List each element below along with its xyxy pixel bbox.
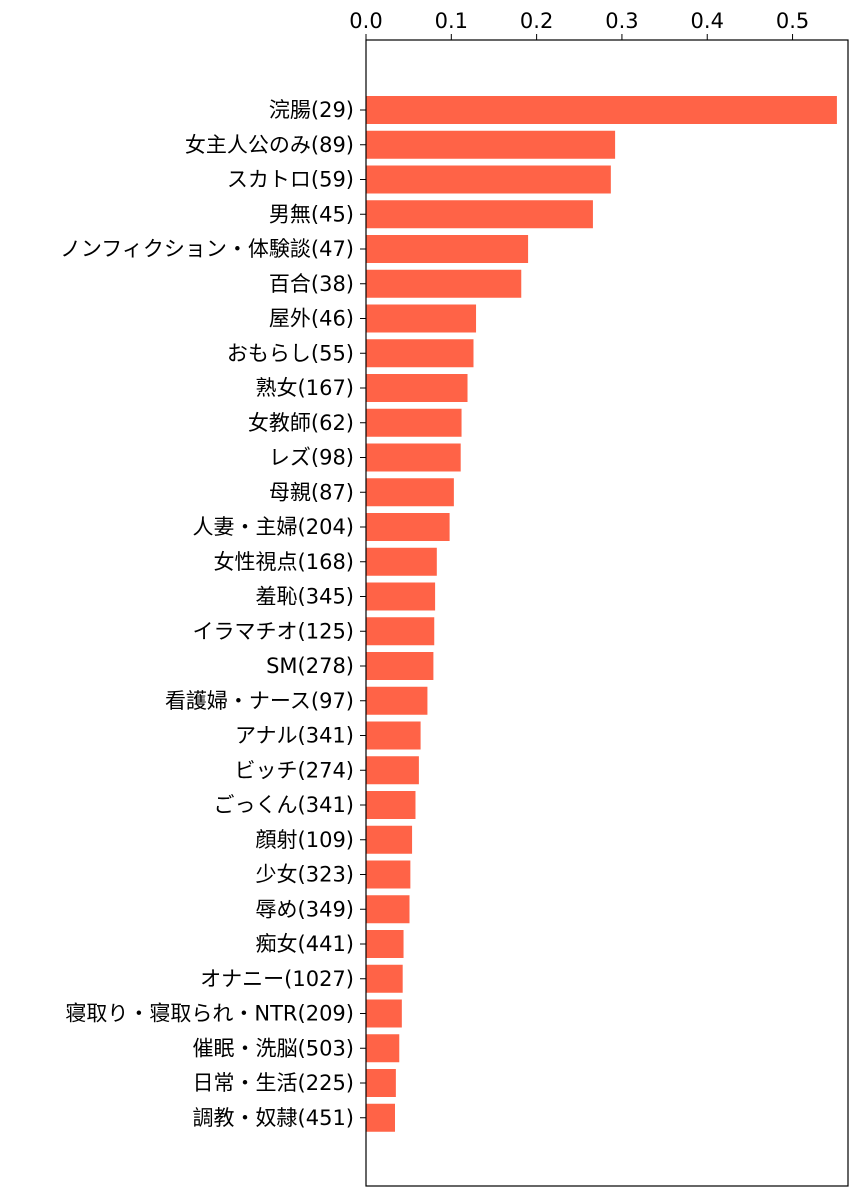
category-label: イラマチオ(125) xyxy=(193,619,354,643)
category-label: レズ(98) xyxy=(269,446,354,470)
category-label: ノンフィクション・体験談(47) xyxy=(60,237,354,261)
category-label: 女教師(62) xyxy=(248,411,354,435)
category-label: アナル(341) xyxy=(235,724,354,748)
category-label: SM(278) xyxy=(266,654,354,678)
bar xyxy=(366,547,437,576)
x-tick-label: 0.0 xyxy=(349,9,382,33)
category-label: 少女(323) xyxy=(256,863,354,887)
bar xyxy=(366,339,474,368)
x-tick-label: 0.3 xyxy=(605,9,638,33)
bar xyxy=(366,478,454,507)
category-label: スカトロ(59) xyxy=(227,168,354,192)
bar xyxy=(366,443,461,472)
category-label: 浣腸(29) xyxy=(269,98,354,122)
x-tick-label: 0.2 xyxy=(520,9,553,33)
bar xyxy=(366,999,402,1028)
category-label: 屋外(46) xyxy=(269,307,354,331)
category-label: 催眠・洗脳(503) xyxy=(193,1036,354,1060)
category-label: 母親(87) xyxy=(269,480,354,504)
bar xyxy=(366,1103,396,1132)
bar xyxy=(366,235,529,263)
category-label: ビッチ(274) xyxy=(235,758,354,782)
bars-group xyxy=(366,96,837,1132)
category-label: 痴女(441) xyxy=(256,932,354,956)
bar xyxy=(366,964,403,993)
bar xyxy=(366,1034,400,1063)
bar xyxy=(366,652,434,680)
category-label: 女性視点(168) xyxy=(214,550,354,574)
category-label: 辱め(349) xyxy=(256,897,354,921)
bar xyxy=(366,721,421,750)
category-label: 百合(38) xyxy=(269,272,354,296)
bar xyxy=(366,96,837,124)
bar xyxy=(366,582,436,611)
bar xyxy=(366,860,411,889)
category-label: 女主人公のみ(89) xyxy=(185,133,354,157)
category-label: 寝取り・寝取られ・NTR(209) xyxy=(65,1002,354,1026)
x-tick-label: 0.5 xyxy=(776,9,809,33)
bar xyxy=(366,756,419,785)
category-label: 調教・奴隷(451) xyxy=(193,1106,354,1130)
bar xyxy=(366,1069,396,1097)
category-label: 羞恥(345) xyxy=(256,585,354,609)
bar xyxy=(366,825,413,854)
category-label: ごっくん(341) xyxy=(214,793,354,817)
bar xyxy=(366,374,468,402)
category-label: オナニー(1027) xyxy=(200,967,354,991)
category-label: 顔射(109) xyxy=(256,828,354,852)
x-axis-ticks: 0.0 0.1 0.2 0.3 0.4 0.5 xyxy=(349,9,809,40)
bar xyxy=(366,165,611,194)
category-label: おもらし(55) xyxy=(227,341,354,365)
bar xyxy=(366,791,416,819)
bar xyxy=(366,513,450,541)
x-tick-label: 0.1 xyxy=(435,9,468,33)
bar xyxy=(366,686,428,715)
category-label: 日常・生活(225) xyxy=(193,1071,354,1095)
category-label: 人妻・主婦(204) xyxy=(193,515,354,539)
bar xyxy=(366,200,593,229)
bar xyxy=(366,304,477,333)
plot-frame xyxy=(365,39,849,1187)
bar xyxy=(366,269,522,298)
bar xyxy=(366,408,462,437)
category-label: 看護婦・ナース(97) xyxy=(165,689,354,713)
bar xyxy=(366,930,404,958)
bar xyxy=(366,130,616,159)
category-labels: 浣腸(29) 女主人公のみ(89) スカトロ(59) 男無(45) ノンフィクション・体… xyxy=(60,98,366,1130)
bar xyxy=(366,895,410,924)
x-tick-label: 0.4 xyxy=(691,9,724,33)
category-label: 熟女(167) xyxy=(256,376,354,400)
bar xyxy=(366,617,435,646)
category-label: 男無(45) xyxy=(269,202,354,226)
